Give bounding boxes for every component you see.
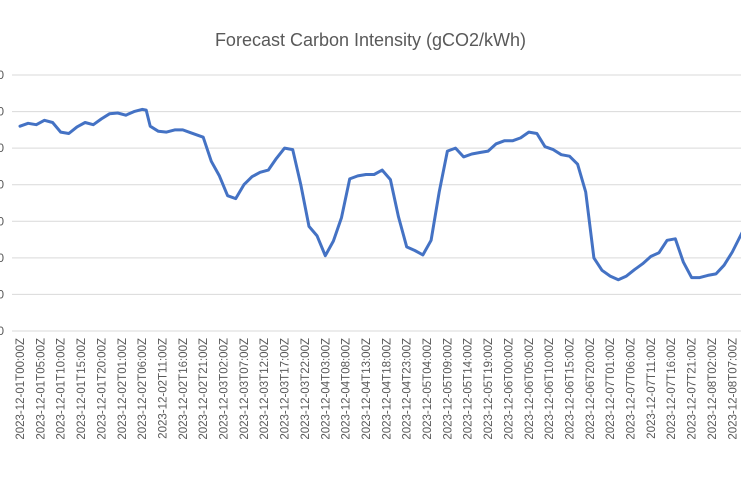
- x-tick-label: 2023-12-05T04:00Z: [422, 338, 434, 440]
- x-tick-label: 2023-12-01T15:00Z: [76, 338, 88, 440]
- x-tick-label: 2023-12-01T20:00Z: [96, 338, 108, 440]
- x-tick-label: 2023-12-03T22:00Z: [300, 338, 312, 440]
- x-tick-label: 2023-12-03T07:00Z: [239, 338, 251, 440]
- x-tick-label: 2023-12-02T16:00Z: [178, 338, 190, 440]
- x-tick-label: 2023-12-06T20:00Z: [585, 338, 597, 440]
- x-tick-label: 2023-12-06T00:00Z: [503, 338, 515, 440]
- x-tick-label: 2023-12-08T07:00Z: [727, 338, 739, 440]
- x-axis-tick-labels: 2023-12-01T00:00Z 2023-12-01T05:00Z 2023-1…: [15, 338, 739, 440]
- chart-title: Forecast Carbon Intensity (gCO2/kWh): [214, 30, 527, 50]
- x-tick-label: 2023-12-06T05:00Z: [524, 338, 536, 440]
- y-tick-label: 100: [0, 251, 4, 265]
- y-tick-label: 350: [0, 68, 4, 82]
- series-line-0: [18, 107, 741, 282]
- series-layer: [18, 107, 741, 282]
- x-tick-label: 2023-12-01T10:00Z: [56, 338, 68, 440]
- x-tick-label: 2023-12-04T08:00Z: [341, 338, 353, 440]
- x-tick-label: 2023-12-07T01:00Z: [605, 338, 617, 440]
- x-tick-label: 2023-12-06T15:00Z: [564, 338, 576, 440]
- x-tick-label: 2023-12-01T05:00Z: [35, 338, 47, 440]
- x-tick-label: 2023-12-02T21:00Z: [198, 338, 210, 440]
- y-tick-label: 50: [0, 287, 4, 301]
- x-tick-label: 2023-12-07T16:00Z: [666, 338, 678, 440]
- y-tick-label: 0: [0, 324, 4, 338]
- x-tick-label: 2023-12-01T00:00Z: [15, 338, 27, 440]
- x-tick-label: 2023-12-07T11:00Z: [646, 338, 658, 439]
- x-tick-label: 2023-12-05T09:00Z: [442, 338, 454, 440]
- x-tick-label: 2023-12-03T17:00Z: [280, 338, 292, 440]
- x-tick-label: 2023-12-02T01:00Z: [117, 338, 129, 440]
- x-tick-label: 2023-12-03T12:00Z: [259, 338, 271, 440]
- x-tick-label: 2023-12-05T14:00Z: [463, 338, 475, 440]
- x-tick-label: 2023-12-04T23:00Z: [402, 338, 414, 440]
- y-tick-label: 150: [0, 214, 4, 228]
- y-axis-tick-labels: 0 50 100 150 200 250 300 350: [0, 68, 4, 338]
- x-tick-label: 2023-12-04T18:00Z: [381, 338, 393, 440]
- grid-lines: [12, 74, 741, 332]
- x-tick-label: 2023-12-05T19:00Z: [483, 338, 495, 440]
- y-tick-label: 250: [0, 141, 4, 155]
- x-tick-label: 2023-12-06T10:00Z: [544, 338, 556, 440]
- x-tick-label: 2023-12-02T11:00Z: [157, 338, 169, 439]
- y-tick-label: 300: [0, 105, 4, 119]
- x-tick-label: 2023-12-07T21:00Z: [687, 338, 699, 440]
- x-tick-label: 2023-12-03T02:00Z: [219, 338, 231, 440]
- x-tick-label: 2023-12-04T03:00Z: [320, 338, 332, 440]
- x-tick-label: 2023-12-02T06:00Z: [137, 338, 149, 440]
- x-tick-label: 2023-12-08T02:00Z: [707, 338, 719, 440]
- x-tick-label: 2023-12-04T13:00Z: [361, 338, 373, 440]
- y-tick-label: 200: [0, 178, 4, 192]
- x-tick-label: 2023-12-07T06:00Z: [626, 338, 638, 440]
